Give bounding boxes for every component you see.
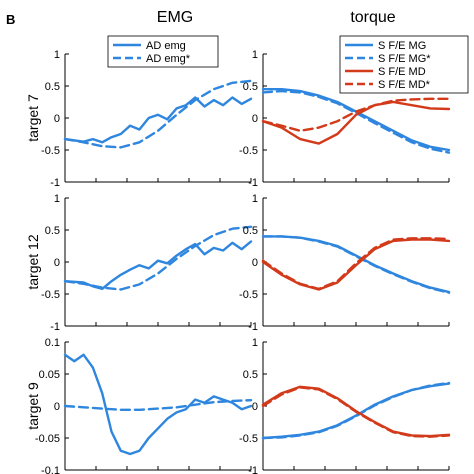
legend-label: S F/E MG* — [378, 53, 431, 65]
y-tick-label: 0.5 — [243, 81, 258, 93]
y-tick-label: 0 — [54, 113, 60, 125]
series-line-s-f-e-mg- — [261, 381, 451, 440]
subplot-grid: -1 -0.5 0 0.5 1 target 7 -1 -0.5 0 0.5 1 -1 -0.5 0 0.5… — [25, 35, 469, 474]
series-line-ad-emg- — [63, 399, 253, 411]
series-line-s-f-e-mg- — [261, 235, 451, 294]
y-tick-label: -0.05 — [35, 433, 60, 445]
y-tick-label: -1 — [248, 321, 258, 333]
y-tick-label: -0.5 — [239, 145, 258, 157]
y-tick-label: 0 — [54, 257, 60, 269]
subplot-2: -1 -0.5 0 0.5 1 — [239, 49, 451, 189]
legend-label: S F/E MD — [378, 66, 426, 78]
series-line-ad-emg- — [63, 225, 253, 291]
y-tick-label: -0.1 — [41, 465, 60, 474]
y-tick-label: -1 — [248, 465, 258, 474]
y-tick-label: 0.05 — [39, 369, 60, 381]
y-tick-label: -0.5 — [239, 289, 258, 301]
y-tick-label: 0 — [252, 257, 258, 269]
legend-torque: S F/E MGS F/E MG*S F/E MDS F/E MD* — [339, 35, 469, 94]
y-tick-label: -0.5 — [239, 433, 258, 445]
y-tick-label: 1 — [252, 337, 258, 349]
row-label: target 12 — [25, 234, 41, 289]
series-line-s-f-e-mg — [261, 88, 451, 152]
subplot-1: -1 -0.5 0 0.5 1 target 7 — [25, 49, 253, 189]
legend-label: AD emg* — [146, 53, 191, 65]
y-tick-label: 0.5 — [243, 225, 258, 237]
y-tick-label: 1 — [54, 193, 60, 205]
column-title-torque: torque — [350, 9, 395, 26]
series-line-ad-emg — [63, 353, 253, 456]
subplot-4: -1 -0.5 0 0.5 1 — [239, 193, 451, 333]
subplot-3: -1 -0.5 0 0.5 1 target 12 — [25, 193, 253, 333]
series-line-s-f-e-md- — [261, 237, 451, 291]
column-title-emg: EMG — [157, 9, 193, 26]
y-tick-label: -1 — [248, 177, 258, 189]
series-line-s-f-e-md- — [261, 97, 451, 132]
legend-label: S F/E MG — [378, 40, 426, 52]
y-tick-label: 1 — [252, 49, 258, 61]
y-tick-label: 0.5 — [45, 225, 60, 237]
y-tick-label: 1 — [54, 49, 60, 61]
legend-box — [107, 35, 219, 68]
subplot-5: -0.1 -0.05 0 0.05 0.1 target 9 — [25, 337, 253, 474]
panel-letter: B — [6, 12, 15, 27]
y-tick-label: 0 — [252, 401, 258, 413]
y-tick-label: -0.5 — [41, 145, 60, 157]
y-tick-label: -0.5 — [41, 289, 60, 301]
subplot-6: -1 -0.5 0 0.5 1 — [239, 337, 451, 474]
legend-label: S F/E MD* — [378, 79, 431, 91]
y-tick-label: -1 — [50, 177, 60, 189]
series-line-s-f-e-md — [261, 100, 451, 145]
y-tick-label: -1 — [50, 321, 60, 333]
y-tick-label: 0.5 — [45, 81, 60, 93]
series-line-s-f-e-md- — [261, 386, 451, 438]
series-line-ad-emg — [63, 240, 253, 291]
y-tick-label: 0 — [252, 113, 258, 125]
series-line-s-f-e-mg- — [261, 89, 451, 154]
series-line-s-f-e-md — [261, 238, 451, 291]
series-line-ad-emg- — [63, 79, 253, 149]
y-tick-label: 0.5 — [243, 369, 258, 381]
y-tick-label: 0 — [54, 401, 60, 413]
legend-label: AD emg — [146, 40, 186, 52]
y-tick-label: 1 — [252, 193, 258, 205]
series-line-ad-emg — [63, 96, 253, 144]
row-label: target 7 — [25, 94, 41, 142]
row-label: target 9 — [25, 382, 41, 430]
y-tick-label: 0.1 — [45, 337, 60, 349]
